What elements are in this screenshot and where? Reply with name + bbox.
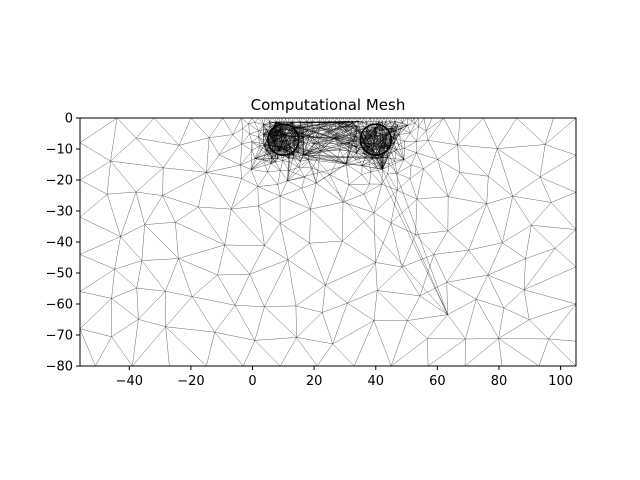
- x-axis: −40 −20 0 20 40 60 80 100: [116, 366, 573, 389]
- y-tick-label: −80: [46, 360, 73, 375]
- x-tick-label: 100: [548, 374, 573, 389]
- y-tick-label: −70: [46, 329, 73, 344]
- x-tick-label: 40: [367, 374, 384, 389]
- y-axis: 0 −10 −20 −30 −40 −50 −60 −70 −80: [46, 112, 80, 375]
- x-tick-label: −20: [177, 374, 204, 389]
- inclusion-circle-2: [359, 123, 392, 156]
- y-tick-label: −50: [46, 267, 73, 282]
- x-tick-label: −40: [116, 374, 143, 389]
- y-tick-label: −20: [46, 174, 73, 189]
- x-tick-label: 20: [306, 374, 323, 389]
- y-tick-label: −40: [46, 236, 73, 251]
- triangular-mesh: [80, 118, 576, 366]
- x-tick-label: 0: [248, 374, 256, 389]
- plot-area: [79, 117, 577, 367]
- inclusion-circles: [267, 123, 392, 156]
- x-tick-label: 80: [491, 374, 508, 389]
- y-tick-label: −30: [46, 205, 73, 220]
- x-tick-label: 60: [429, 374, 446, 389]
- inclusion-circle-1: [267, 123, 300, 156]
- mesh-edges: [80, 118, 576, 366]
- chart-title: Computational Mesh: [251, 96, 406, 114]
- y-tick-label: 0: [65, 112, 73, 127]
- y-tick-label: −60: [46, 298, 73, 313]
- y-tick-label: −10: [46, 143, 73, 158]
